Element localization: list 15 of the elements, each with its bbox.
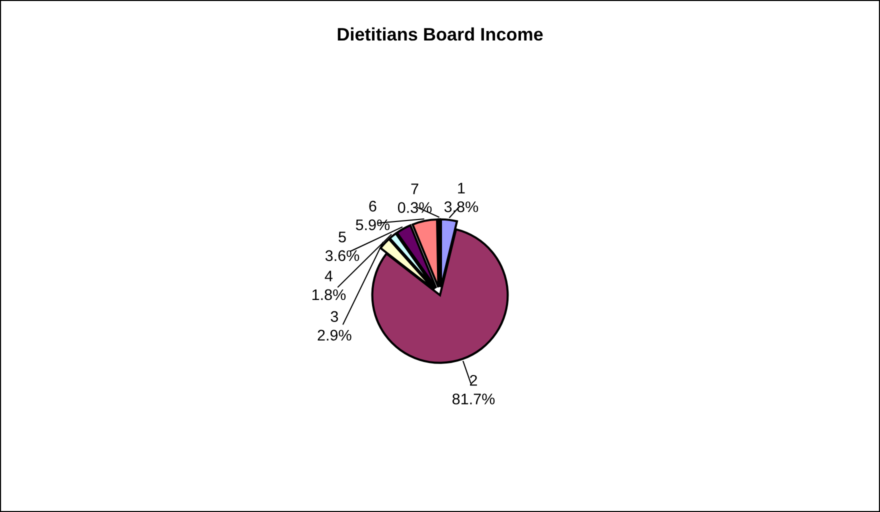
- data-label: 5.9%: [356, 219, 390, 230]
- chart-title: Dietitians Board Income: [338, 27, 543, 41]
- data-label: 0.3%: [398, 202, 432, 213]
- data-label: 3.6%: [325, 250, 360, 262]
- data-label: 1.8%: [312, 289, 346, 300]
- slice-label: 4: [324, 270, 333, 282]
- data-label: 81.7%: [452, 394, 495, 404]
- slice-label: 6: [369, 200, 376, 212]
- slice-label: 3: [330, 311, 338, 322]
- data-label: 2.9%: [318, 330, 352, 341]
- slice-label: 1: [458, 182, 465, 194]
- slice-label: 5: [338, 232, 346, 242]
- slice-label: 2: [470, 374, 477, 386]
- data-label: 3.8%: [444, 201, 478, 212]
- slice-label: 7: [411, 184, 418, 194]
